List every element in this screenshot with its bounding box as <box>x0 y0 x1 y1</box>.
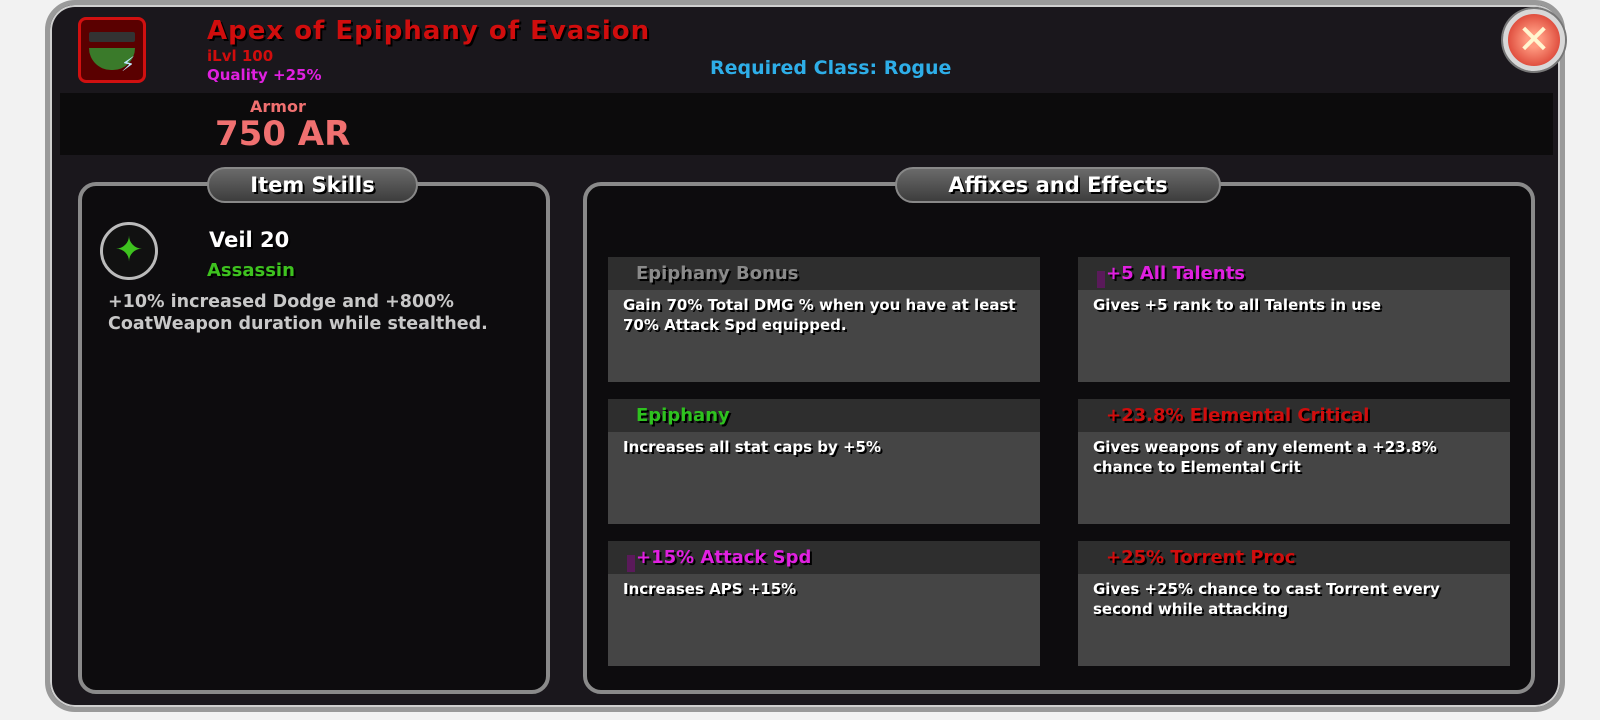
close-button[interactable]: ✕ <box>1503 9 1565 71</box>
affix-card: Epiphany Increases all stat caps by +5% <box>608 399 1040 524</box>
affix-title: +5 All Talents <box>1078 257 1510 290</box>
affix-description: Gain 70% Total DMG % when you have at le… <box>623 296 1016 334</box>
required-class: Required Class: Rogue <box>710 57 952 79</box>
affix-card: Epiphany Bonus Gain 70% Total DMG % when … <box>608 257 1040 382</box>
affix-title-text: +23.8% Elemental Critical <box>1106 405 1370 426</box>
affix-description: Increases all stat caps by +5% <box>623 438 882 456</box>
shuriken-icon[interactable]: ✦ <box>100 222 158 280</box>
gem-socket-icon <box>1097 271 1105 288</box>
stat-band <box>60 93 1553 155</box>
affix-description: Gives +5 rank to all Talents in use <box>1093 296 1382 314</box>
helmet-icon: ⚡ <box>78 17 146 83</box>
affix-title-text: +15% Attack Spd <box>636 547 812 568</box>
item-level: iLvl 100 <box>207 47 274 65</box>
affix-card: +5 All Talents Gives +5 rank to all Talen… <box>1078 257 1510 382</box>
affixes-title: Affixes and Effects <box>895 167 1221 203</box>
affix-description: Gives weapons of any element a +23.8% ch… <box>1093 438 1437 476</box>
affix-title-text: Epiphany <box>636 405 730 426</box>
item-skills-title: Item Skills <box>207 167 418 203</box>
affix-title-text: Epiphany Bonus <box>636 263 799 284</box>
affix-title: Epiphany Bonus <box>608 257 1040 290</box>
affix-description: Increases APS +15% <box>623 580 797 598</box>
item-quality: Quality +25% <box>207 66 322 84</box>
affix-title: Epiphany <box>608 399 1040 432</box>
item-skills-panel <box>78 182 550 694</box>
affix-title-text: +25% Torrent Proc <box>1106 547 1296 568</box>
affix-title: +23.8% Elemental Critical <box>1078 399 1510 432</box>
skill-name: Veil 20 <box>209 228 290 252</box>
close-icon: ✕ <box>1517 17 1551 63</box>
armor-value: 750 AR <box>215 114 351 154</box>
affix-title: +15% Attack Spd <box>608 541 1040 574</box>
affix-card: +15% Attack Spd Increases APS +15% <box>608 541 1040 666</box>
affix-title: +25% Torrent Proc <box>1078 541 1510 574</box>
affix-description: Gives +25% chance to cast Torrent every … <box>1093 580 1440 618</box>
skill-class: Assassin <box>207 260 295 281</box>
item-name: Apex of Epiphany of Evasion <box>207 16 651 46</box>
skill-description: +10% increased Dodge and +800% CoatWeapo… <box>108 292 488 334</box>
gem-socket-icon <box>627 555 635 572</box>
affix-title-text: +5 All Talents <box>1106 263 1246 284</box>
affix-card: +23.8% Elemental Critical Gives weapons o… <box>1078 399 1510 524</box>
armor-label: Armor <box>250 97 306 116</box>
affix-card: +25% Torrent Proc Gives +25% chance to ca… <box>1078 541 1510 666</box>
